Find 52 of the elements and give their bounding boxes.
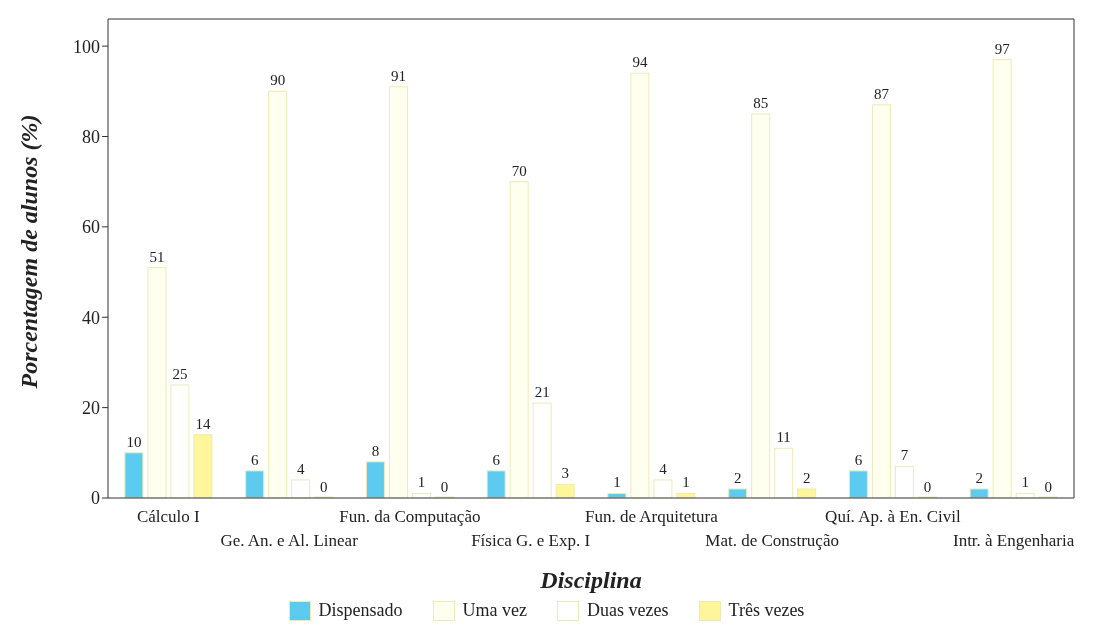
data-label: 1 — [417, 474, 426, 491]
data-label: 91 — [390, 67, 406, 84]
y-tick-label: 20 — [82, 398, 100, 419]
data-label: 0 — [1044, 479, 1052, 495]
data-label: 70 — [511, 162, 527, 179]
data-label: 6 — [250, 451, 259, 468]
data-label: 0 — [923, 479, 932, 495]
y-axis-title: Porcentagem de alunos (%) — [15, 114, 42, 390]
x-tick-label: Fun. da Computação — [339, 507, 481, 526]
legend-label: Uma vez — [462, 600, 528, 621]
data-label: 3 — [561, 465, 569, 482]
y-tick-label: 100 — [73, 36, 100, 57]
y-tick-label: 40 — [82, 307, 100, 328]
y-tick-label: 0 — [91, 488, 100, 509]
data-label: 1 — [1021, 474, 1029, 491]
data-label: 25 — [172, 366, 188, 383]
x-tick-label: Ge. An. e Al. Linear — [220, 531, 359, 550]
data-label: 2 — [802, 469, 811, 486]
data-label: 7 — [900, 447, 909, 464]
data-label: 1 — [682, 474, 690, 491]
data-label: 21 — [534, 384, 550, 401]
data-label: 0 — [319, 479, 328, 495]
data-label: 4 — [296, 460, 305, 477]
legend-label: Duas vezes — [587, 600, 669, 621]
x-tick-label: Intr. à Engenharia — [952, 531, 1075, 550]
data-label: 10 — [126, 433, 142, 450]
data-label: 14 — [195, 415, 211, 432]
data-label: 6 — [492, 451, 501, 468]
data-label: 94 — [632, 54, 648, 71]
x-tick-label: Física G. e Exp. I — [471, 531, 591, 550]
data-label: 87 — [873, 85, 890, 102]
data-label: 2 — [733, 469, 742, 486]
legend-label: Dispensado — [318, 600, 403, 621]
x-tick-label: Cálculo I — [136, 507, 201, 526]
data-label: 8 — [371, 442, 380, 459]
data-label: 51 — [149, 248, 165, 265]
legend-label: Três vezes — [728, 600, 805, 621]
x-axis-title: Disciplina — [539, 567, 642, 593]
x-tick-label: Quí. Ap. à En. Civil — [825, 507, 961, 526]
data-label: 0 — [440, 479, 449, 495]
data-label: 97 — [994, 40, 1011, 57]
data-label: 6 — [854, 451, 863, 468]
data-label: 1 — [613, 474, 621, 491]
data-label: 90 — [270, 72, 286, 89]
data-label: 11 — [776, 429, 791, 446]
x-tick-label: Mat. de Construção — [705, 531, 839, 550]
data-label: 85 — [753, 94, 769, 111]
data-label: 4 — [659, 460, 668, 477]
y-tick-label: 80 — [82, 126, 100, 147]
y-tick-label: 60 — [82, 217, 100, 238]
x-tick-label: Fun. de Arquitetura — [585, 507, 719, 526]
data-label: 2 — [975, 469, 983, 486]
